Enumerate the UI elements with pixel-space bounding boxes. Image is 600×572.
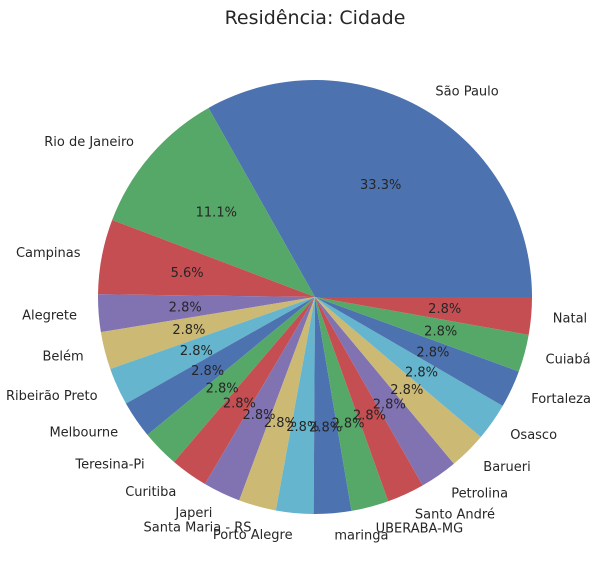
slice-label-natal: Natal <box>553 311 587 326</box>
slice-label-santo-andre: Santo André <box>415 507 495 522</box>
percent-label-santa-maria-rs: 2.8% <box>264 416 297 431</box>
percent-label-osasco: 2.8% <box>405 365 438 380</box>
slice-label-fortaleza: Fortaleza <box>531 392 591 407</box>
percent-label-alegrete: 2.8% <box>169 300 202 315</box>
percent-label-maringa: 2.8% <box>309 420 342 435</box>
percent-label-teresina-pi: 2.8% <box>206 382 239 397</box>
pie-slice-campinas <box>98 219 316 297</box>
slice-label-melbourne: Melbourne <box>49 425 118 440</box>
slice-label-osasco: Osasco <box>510 428 557 443</box>
percent-label-japeri: 2.8% <box>242 408 275 423</box>
percent-label-barueri: 2.8% <box>390 383 423 398</box>
slice-label-cuiaba: Cuiabá <box>546 353 591 368</box>
pie-slice-barueri <box>315 297 481 464</box>
slice-label-santa-maria-rs: Santa Maria - RS <box>144 521 252 536</box>
pie-slice-uberaba-mg <box>315 297 389 511</box>
pie-slice-santa-maria-rs <box>239 297 315 511</box>
pie-slice-belem <box>100 297 316 369</box>
slice-label-porto-alegre: Porto Alegre <box>213 528 293 543</box>
slice-labels: São Paulo Rio de Janeiro Campinas Alegrete B… <box>6 84 591 543</box>
pie-slice-curitiba <box>174 297 315 485</box>
slice-label-campinas: Campinas <box>16 246 81 261</box>
percent-label-rio-de-janeiro: 11.1% <box>196 206 237 221</box>
slice-label-teresina-pi: Teresina-Pi <box>74 458 144 473</box>
pie-slice-maringa <box>313 297 352 515</box>
pie-slice-melbourne <box>125 297 315 435</box>
percent-label-sao-paulo: 33.3% <box>360 178 401 193</box>
pie-slice-osasco <box>315 297 503 437</box>
pie-slice-ribeirao-preto <box>110 297 316 404</box>
percent-label-curitiba: 2.8% <box>223 397 256 412</box>
pie-slice-santo-andre <box>315 297 423 502</box>
slice-label-rio-de-janeiro: Rio de Janeiro <box>44 135 134 150</box>
percent-label-uberaba-mg: 2.8% <box>331 416 364 431</box>
slice-label-sao-paulo: São Paulo <box>435 84 498 99</box>
percent-label-melbourne: 2.8% <box>191 364 224 379</box>
pie-slice-porto-alegre <box>275 297 315 514</box>
percent-label-santo-andre: 2.8% <box>353 409 386 424</box>
percent-label-petrolina: 2.8% <box>373 397 406 412</box>
slice-label-alegrete: Alegrete <box>22 308 77 323</box>
percent-label-cuiaba: 2.8% <box>424 324 457 339</box>
pie-slice-teresina-pi <box>147 297 315 462</box>
pie-slice-natal <box>315 297 533 335</box>
percent-label-fortaleza: 2.8% <box>416 346 449 361</box>
pie-slice-sao-paulo <box>208 80 532 297</box>
pie-slice-rio-de-janeiro <box>112 107 315 297</box>
slice-label-ribeirao-preto: Ribeirão Preto <box>6 389 98 404</box>
slice-label-petrolina: Petrolina <box>451 487 508 502</box>
pie-slices <box>98 80 533 515</box>
percent-labels: 33.3%11.1%5.6%2.8%2.8%2.8%2.8%2.8%2.8%2.… <box>169 178 462 435</box>
percent-label-ribeirao-preto: 2.8% <box>180 344 213 359</box>
slice-label-belem: Belém <box>42 350 83 365</box>
pie-slice-alegrete <box>98 294 315 333</box>
slice-label-barueri: Barueri <box>483 460 530 475</box>
pie-slice-petrolina <box>315 297 454 486</box>
pie-slice-fortaleza <box>315 297 519 406</box>
percent-label-porto-alegre: 2.8% <box>286 420 319 435</box>
slice-label-japeri: Japeri <box>174 506 212 521</box>
slice-label-curitiba: Curitiba <box>125 485 176 500</box>
percent-label-natal: 2.8% <box>428 302 461 317</box>
percent-label-belem: 2.8% <box>172 323 205 338</box>
slice-label-maringa: maringa <box>334 528 388 543</box>
percent-label-campinas: 5.6% <box>171 266 204 281</box>
pie-slice-japeri <box>204 297 315 501</box>
chart-title: Residência: Cidade <box>225 7 406 29</box>
slice-label-uberaba-mg: UBERABA-MG <box>376 521 464 536</box>
pie-slice-cuiaba <box>315 297 529 372</box>
